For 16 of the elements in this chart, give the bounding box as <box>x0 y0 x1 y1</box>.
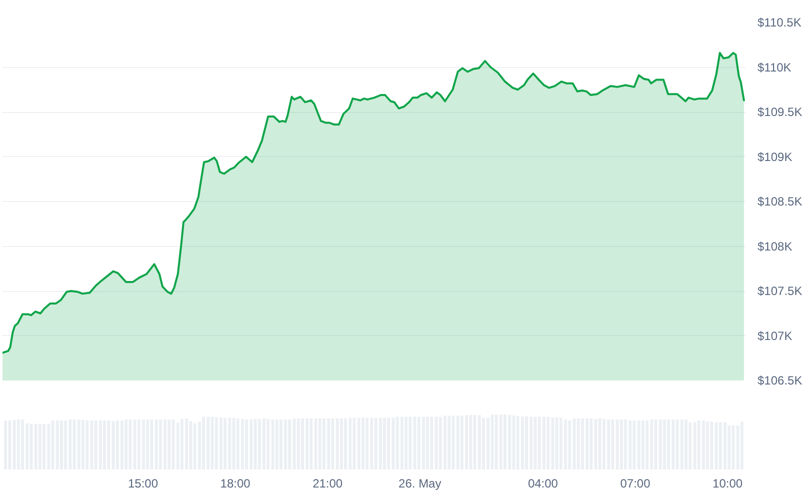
y-tick-label: $109K <box>758 150 792 164</box>
y-tick-label: $107K <box>758 328 792 343</box>
y-tick-label: $110.5K <box>758 16 802 30</box>
y-tick-label: $108K <box>758 239 792 254</box>
x-tick-label: 26. May <box>398 476 442 490</box>
y-tick-label: $110K <box>758 60 792 74</box>
y-tick-label: $106.5K <box>758 374 802 388</box>
y-tick-label: $109.5K <box>758 105 802 119</box>
x-tick-label: 21:00 <box>312 476 343 490</box>
x-tick-label: 10:00 <box>712 476 743 490</box>
x-tick-label: 07:00 <box>620 476 651 490</box>
x-tick-label: 04:00 <box>528 476 558 490</box>
x-tick-label: 15:00 <box>128 476 158 490</box>
y-tick-label: $107.5K <box>758 284 802 298</box>
x-tick-label: 18:00 <box>220 476 251 490</box>
y-tick-label: $108.5K <box>758 194 802 208</box>
